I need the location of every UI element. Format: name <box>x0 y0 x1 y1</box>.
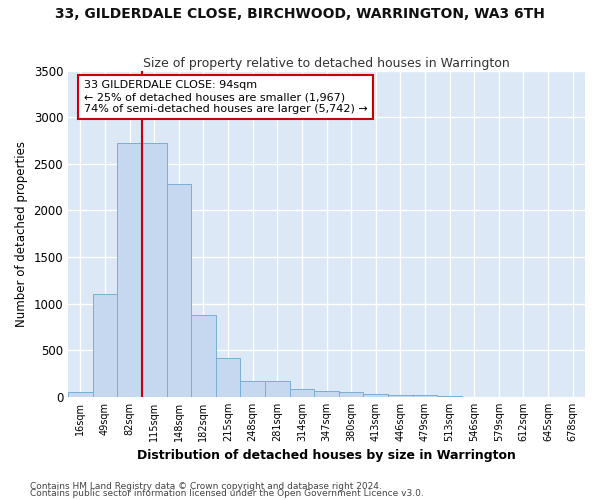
Bar <box>92 294 117 397</box>
Bar <box>216 358 241 397</box>
Title: Size of property relative to detached houses in Warrington: Size of property relative to detached ho… <box>143 56 510 70</box>
Bar <box>388 394 413 397</box>
Bar <box>265 381 290 397</box>
Bar <box>142 144 167 397</box>
Bar <box>191 315 216 397</box>
Bar <box>290 388 314 397</box>
Bar <box>413 395 437 397</box>
Bar <box>68 392 92 397</box>
Bar <box>364 394 388 397</box>
Bar <box>167 184 191 397</box>
Text: 33 GILDERDALE CLOSE: 94sqm
← 25% of detached houses are smaller (1,967)
74% of s: 33 GILDERDALE CLOSE: 94sqm ← 25% of deta… <box>83 80 367 114</box>
Bar <box>117 144 142 397</box>
Bar <box>241 380 265 397</box>
Bar <box>314 392 339 397</box>
Text: 33, GILDERDALE CLOSE, BIRCHWOOD, WARRINGTON, WA3 6TH: 33, GILDERDALE CLOSE, BIRCHWOOD, WARRING… <box>55 8 545 22</box>
X-axis label: Distribution of detached houses by size in Warrington: Distribution of detached houses by size … <box>137 450 516 462</box>
Bar <box>339 392 364 397</box>
Text: Contains HM Land Registry data © Crown copyright and database right 2024.: Contains HM Land Registry data © Crown c… <box>30 482 382 491</box>
Text: Contains public sector information licensed under the Open Government Licence v3: Contains public sector information licen… <box>30 489 424 498</box>
Y-axis label: Number of detached properties: Number of detached properties <box>15 141 28 327</box>
